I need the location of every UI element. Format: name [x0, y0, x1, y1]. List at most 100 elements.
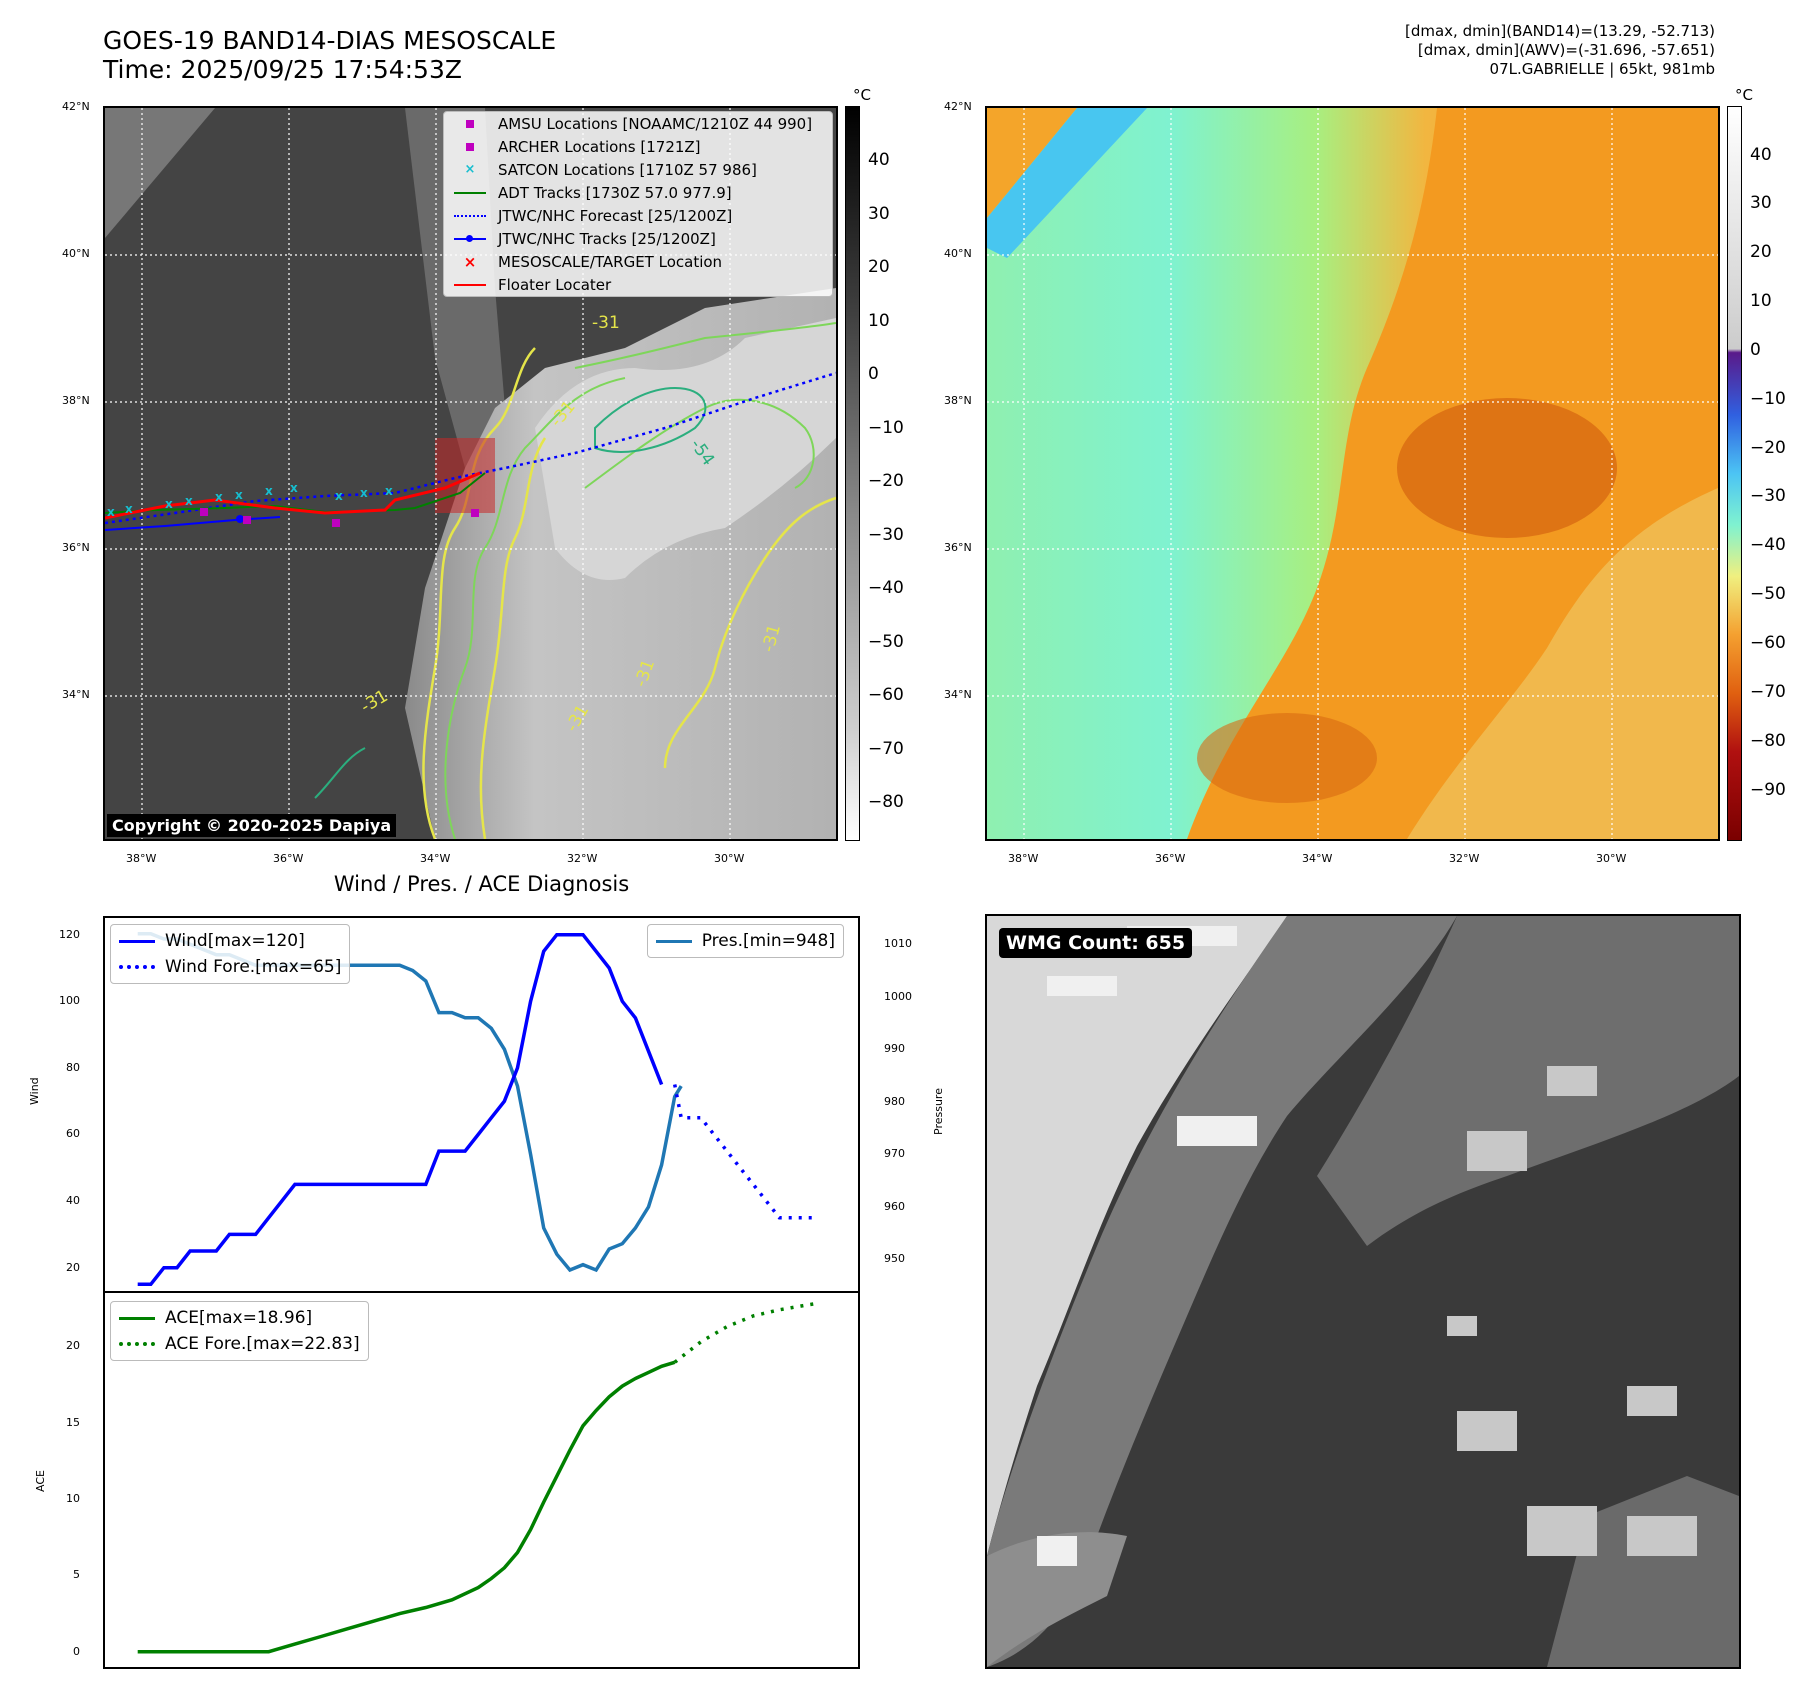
wmg-sw-band: [987, 1532, 1127, 1667]
lat-label: 42°N: [62, 100, 90, 113]
wmg-light-region: [987, 916, 1287, 1556]
contour-label: -31: [592, 313, 620, 333]
colorbar-tick-label: 0: [868, 364, 879, 385]
colorbar-tick-label: −30: [868, 524, 904, 545]
wind-legend: Wind[max=120] Wind Fore.[max=65]: [110, 924, 351, 984]
y-tick-label: 950: [884, 1252, 905, 1266]
y-tick-label: 80: [66, 1060, 80, 1074]
wmg-mid-band-north: [1317, 916, 1739, 1246]
lat-label: 36°N: [944, 541, 972, 554]
info-block: [dmax, dmin](BAND14)=(13.29, -52.713) [d…: [1115, 22, 1715, 79]
cloud-core: [535, 318, 836, 580]
svg-text:x: x: [265, 484, 273, 498]
legend-label: AMSU Locations [NOAAMC/1210Z 44 990]: [498, 114, 813, 133]
info-line-2: [dmax, dmin](AWV)=(-31.696, -57.651): [1417, 41, 1715, 59]
y-tick-label: 5: [73, 1568, 80, 1582]
svg-text:x: x: [290, 481, 298, 495]
copyright-badge: Copyright © 2020-2025 Dapiya: [107, 814, 397, 837]
x-marker-icon: ×: [463, 252, 477, 271]
lon-label: 36°W: [1155, 852, 1186, 865]
floater-track: [105, 471, 481, 520]
square-marker-icon: [452, 142, 488, 151]
legend-label: JTWC/NHC Forecast [25/1200Z]: [498, 206, 733, 225]
y-tick-label: 10: [66, 1492, 80, 1506]
colorbar-tick-label: 10: [1750, 291, 1772, 312]
colorbar-tick-label: 0: [1750, 339, 1761, 360]
dotted-line-icon: [119, 965, 155, 969]
wmg-bright-patches: [1447, 1066, 1697, 1556]
colorbar-tick-label: −60: [1750, 633, 1786, 653]
lon-label: 32°W: [1449, 852, 1480, 865]
jtwc-track-point: [236, 515, 244, 523]
y-tick-label: 960: [884, 1199, 905, 1213]
legend-label: MESOSCALE/TARGET Location: [498, 252, 723, 271]
contour-yellow-west: [422, 347, 536, 839]
wind-forecast-line: [672, 1084, 819, 1220]
pressure-line: [137, 932, 683, 1273]
legend-row-satcon: × SATCON Locations [1710Z 57 986]: [444, 158, 832, 181]
wind-axis-label: Wind: [28, 1077, 41, 1105]
lat-label: 34°N: [944, 688, 972, 701]
lat-label: 40°N: [62, 247, 90, 260]
dotted-line-icon: [452, 214, 488, 217]
y-tick-label: 20: [66, 1260, 80, 1274]
wmg-panel: WMG Count: 655: [985, 914, 1741, 1669]
left-colorbar-unit: °C: [853, 86, 871, 104]
y-tick-label: 970: [884, 1147, 905, 1161]
legend-row-ace: ACE[max=18.96]: [111, 1305, 368, 1331]
legend-label: ARCHER Locations [1721Z]: [498, 137, 701, 156]
pressure-axis-label: Pressure: [932, 1088, 945, 1135]
y-tick-label: 20: [66, 1339, 80, 1353]
colorbar-tick-label: −50: [1750, 584, 1786, 605]
lat-label: 34°N: [62, 688, 90, 701]
target-box: [435, 438, 495, 513]
colorbar-tick-label: −40: [868, 578, 904, 599]
line-icon: [119, 1316, 155, 1320]
y-tick-label: 40: [66, 1194, 80, 1208]
colorbar-tick-label: 30: [868, 203, 890, 224]
ace-legend: ACE[max=18.96] ACE Fore.[max=22.83]: [110, 1301, 369, 1361]
y-tick-label: 1010: [884, 937, 912, 951]
title-line-2: Time: 2025/09/25 17:54:53Z: [103, 55, 462, 84]
legend-row-amsu: AMSU Locations [NOAAMC/1210Z 44 990]: [444, 112, 832, 135]
y-tick-label: 100: [59, 994, 80, 1008]
colorbar-tick-label: −50: [868, 631, 904, 652]
cold-core: [1397, 398, 1617, 538]
ace-panel: ACE[max=18.96] ACE Fore.[max=22.83]: [103, 1291, 860, 1669]
legend-row-pressure: Pres.[min=948]: [648, 928, 843, 954]
colorbar-tick-label: −40: [1750, 535, 1786, 556]
title-line-1: GOES-19 BAND14-DIAS MESOSCALE: [103, 26, 557, 55]
wmg-mid-band: [987, 916, 1457, 1667]
line-icon: [452, 283, 488, 286]
legend-label: Pres.[min=948]: [701, 931, 835, 951]
info-line-3: 07L.GABRIELLE | 65kt, 981mb: [1489, 60, 1715, 78]
diag-title: Wind / Pres. / ACE Diagnosis: [333, 872, 630, 896]
legend-label: Wind[max=120]: [165, 931, 305, 951]
ace-line: [137, 1360, 676, 1654]
line-icon: [119, 939, 155, 943]
colorbar-tick-label: −30: [1750, 486, 1786, 507]
y-tick-label: 990: [884, 1042, 905, 1056]
legend-row-floater: Floater Locater: [444, 273, 832, 296]
line-dot-icon: [452, 234, 488, 242]
contour-green-b: [574, 322, 836, 369]
lat-label: 42°N: [944, 100, 972, 113]
y-tick-label: 60: [66, 1127, 80, 1141]
wv-map: [987, 108, 1718, 839]
archer-markers: [200, 508, 479, 527]
svg-text:x: x: [385, 484, 393, 498]
svg-text:x: x: [235, 488, 243, 502]
legend-label: Wind Fore.[max=65]: [165, 957, 342, 977]
map-legend: AMSU Locations [NOAAMC/1210Z 44 990] ARC…: [443, 111, 833, 297]
contour-yellow-east: [663, 496, 836, 769]
legend-label: ADT Tracks [1730Z 57.0 977.9]: [498, 183, 732, 202]
square-marker-icon: [452, 119, 488, 128]
legend-row-target: × MESOSCALE/TARGET Location: [444, 250, 832, 273]
line-icon: [655, 939, 692, 943]
legend-row-wind-forecast: Wind Fore.[max=65]: [111, 954, 349, 980]
right-colorbar: [1727, 106, 1742, 841]
colorbar-tick-label: −20: [1750, 437, 1786, 458]
lon-label: 38°W: [126, 852, 157, 865]
